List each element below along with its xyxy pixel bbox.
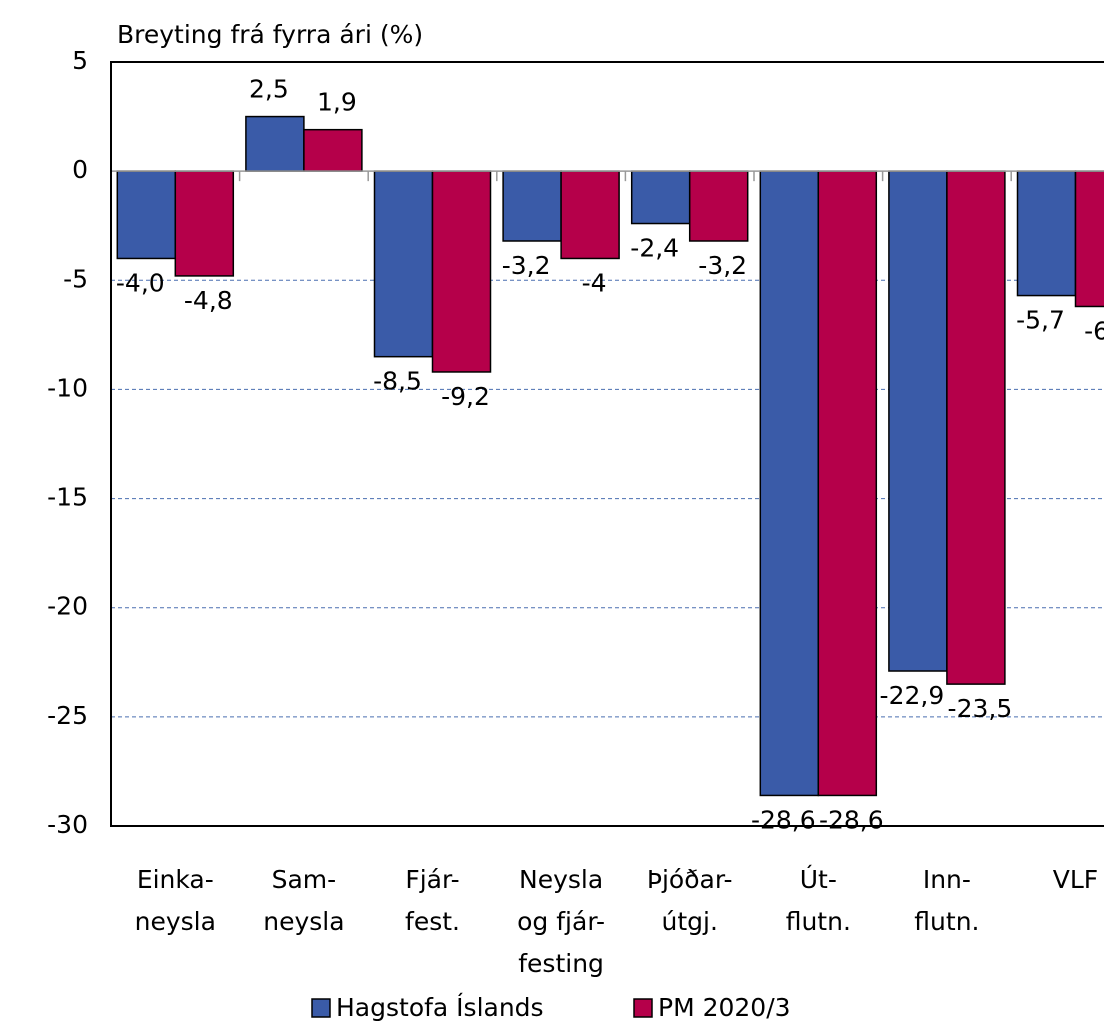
y-tick-label: 0 (72, 155, 88, 184)
value-label: -4,8 (184, 286, 233, 315)
y-tick-label: -15 (47, 483, 88, 512)
x-tick-label: festing (518, 949, 604, 978)
y-tick-label: -25 (47, 701, 88, 730)
y-tick-label: 5 (72, 46, 88, 75)
value-label: 2,5 (249, 75, 289, 104)
x-tick-label: og fjár- (517, 907, 605, 936)
x-tick-label: útgj. (661, 907, 717, 936)
bar (245, 115, 305, 172)
x-tick-label: Fjár- (405, 865, 459, 894)
x-tick-label: neysla (263, 907, 344, 936)
bar (303, 128, 363, 172)
value-label: -3,2 (698, 251, 747, 280)
legend-swatch (633, 998, 653, 1018)
x-tick-label: flutn. (914, 907, 979, 936)
x-tick-label: Sam- (272, 865, 337, 894)
bar (431, 170, 492, 373)
bar (560, 170, 620, 260)
x-tick-label: Einka- (137, 865, 214, 894)
legend-label: PM 2020/3 (658, 993, 791, 1022)
bar (946, 170, 1006, 685)
value-label: -9,2 (441, 382, 490, 411)
bar (502, 170, 562, 242)
bar (759, 170, 820, 797)
value-label: -28,6 (819, 805, 884, 834)
value-label: -4 (582, 268, 607, 297)
value-label: -28,6 (751, 805, 816, 834)
legend-label: Hagstofa Íslands (336, 993, 544, 1022)
value-label: -6,2 (1084, 316, 1104, 345)
y-tick-label: -20 (47, 592, 88, 621)
bar (1016, 170, 1077, 297)
bar (688, 170, 749, 242)
bar (116, 170, 177, 260)
bar (373, 170, 434, 358)
value-label: -2,4 (630, 234, 679, 263)
y-tick-label: -5 (63, 264, 88, 293)
bar (1074, 170, 1104, 308)
bar (630, 170, 691, 225)
bar (817, 170, 878, 797)
x-tick-label: Út- (800, 864, 837, 894)
x-tick-label: Þjóðar- (647, 865, 733, 894)
x-tick-label: fest. (405, 907, 460, 936)
value-label: -22,9 (880, 681, 945, 710)
value-label: -4,0 (116, 268, 165, 297)
value-label: -3,2 (502, 251, 551, 280)
value-label: -23,5 (948, 694, 1013, 723)
x-tick-label: flutn. (786, 907, 851, 936)
plot-border (110, 61, 1104, 827)
x-tick-label: Neysla (519, 865, 603, 894)
legend-swatch (311, 998, 331, 1018)
chart-title: Breyting frá fyrra ári (%) (117, 20, 423, 49)
x-tick-label: VLF (1053, 865, 1098, 894)
value-label: 1,9 (317, 88, 357, 117)
x-tick-label: Inn- (923, 865, 971, 894)
y-tick-label: -30 (47, 810, 88, 839)
y-tick-label: -10 (47, 373, 88, 402)
value-label: -5,7 (1016, 306, 1065, 335)
x-tick-label: neysla (135, 907, 216, 936)
bar (174, 170, 235, 277)
bar (888, 170, 948, 672)
value-label: -8,5 (373, 367, 422, 396)
